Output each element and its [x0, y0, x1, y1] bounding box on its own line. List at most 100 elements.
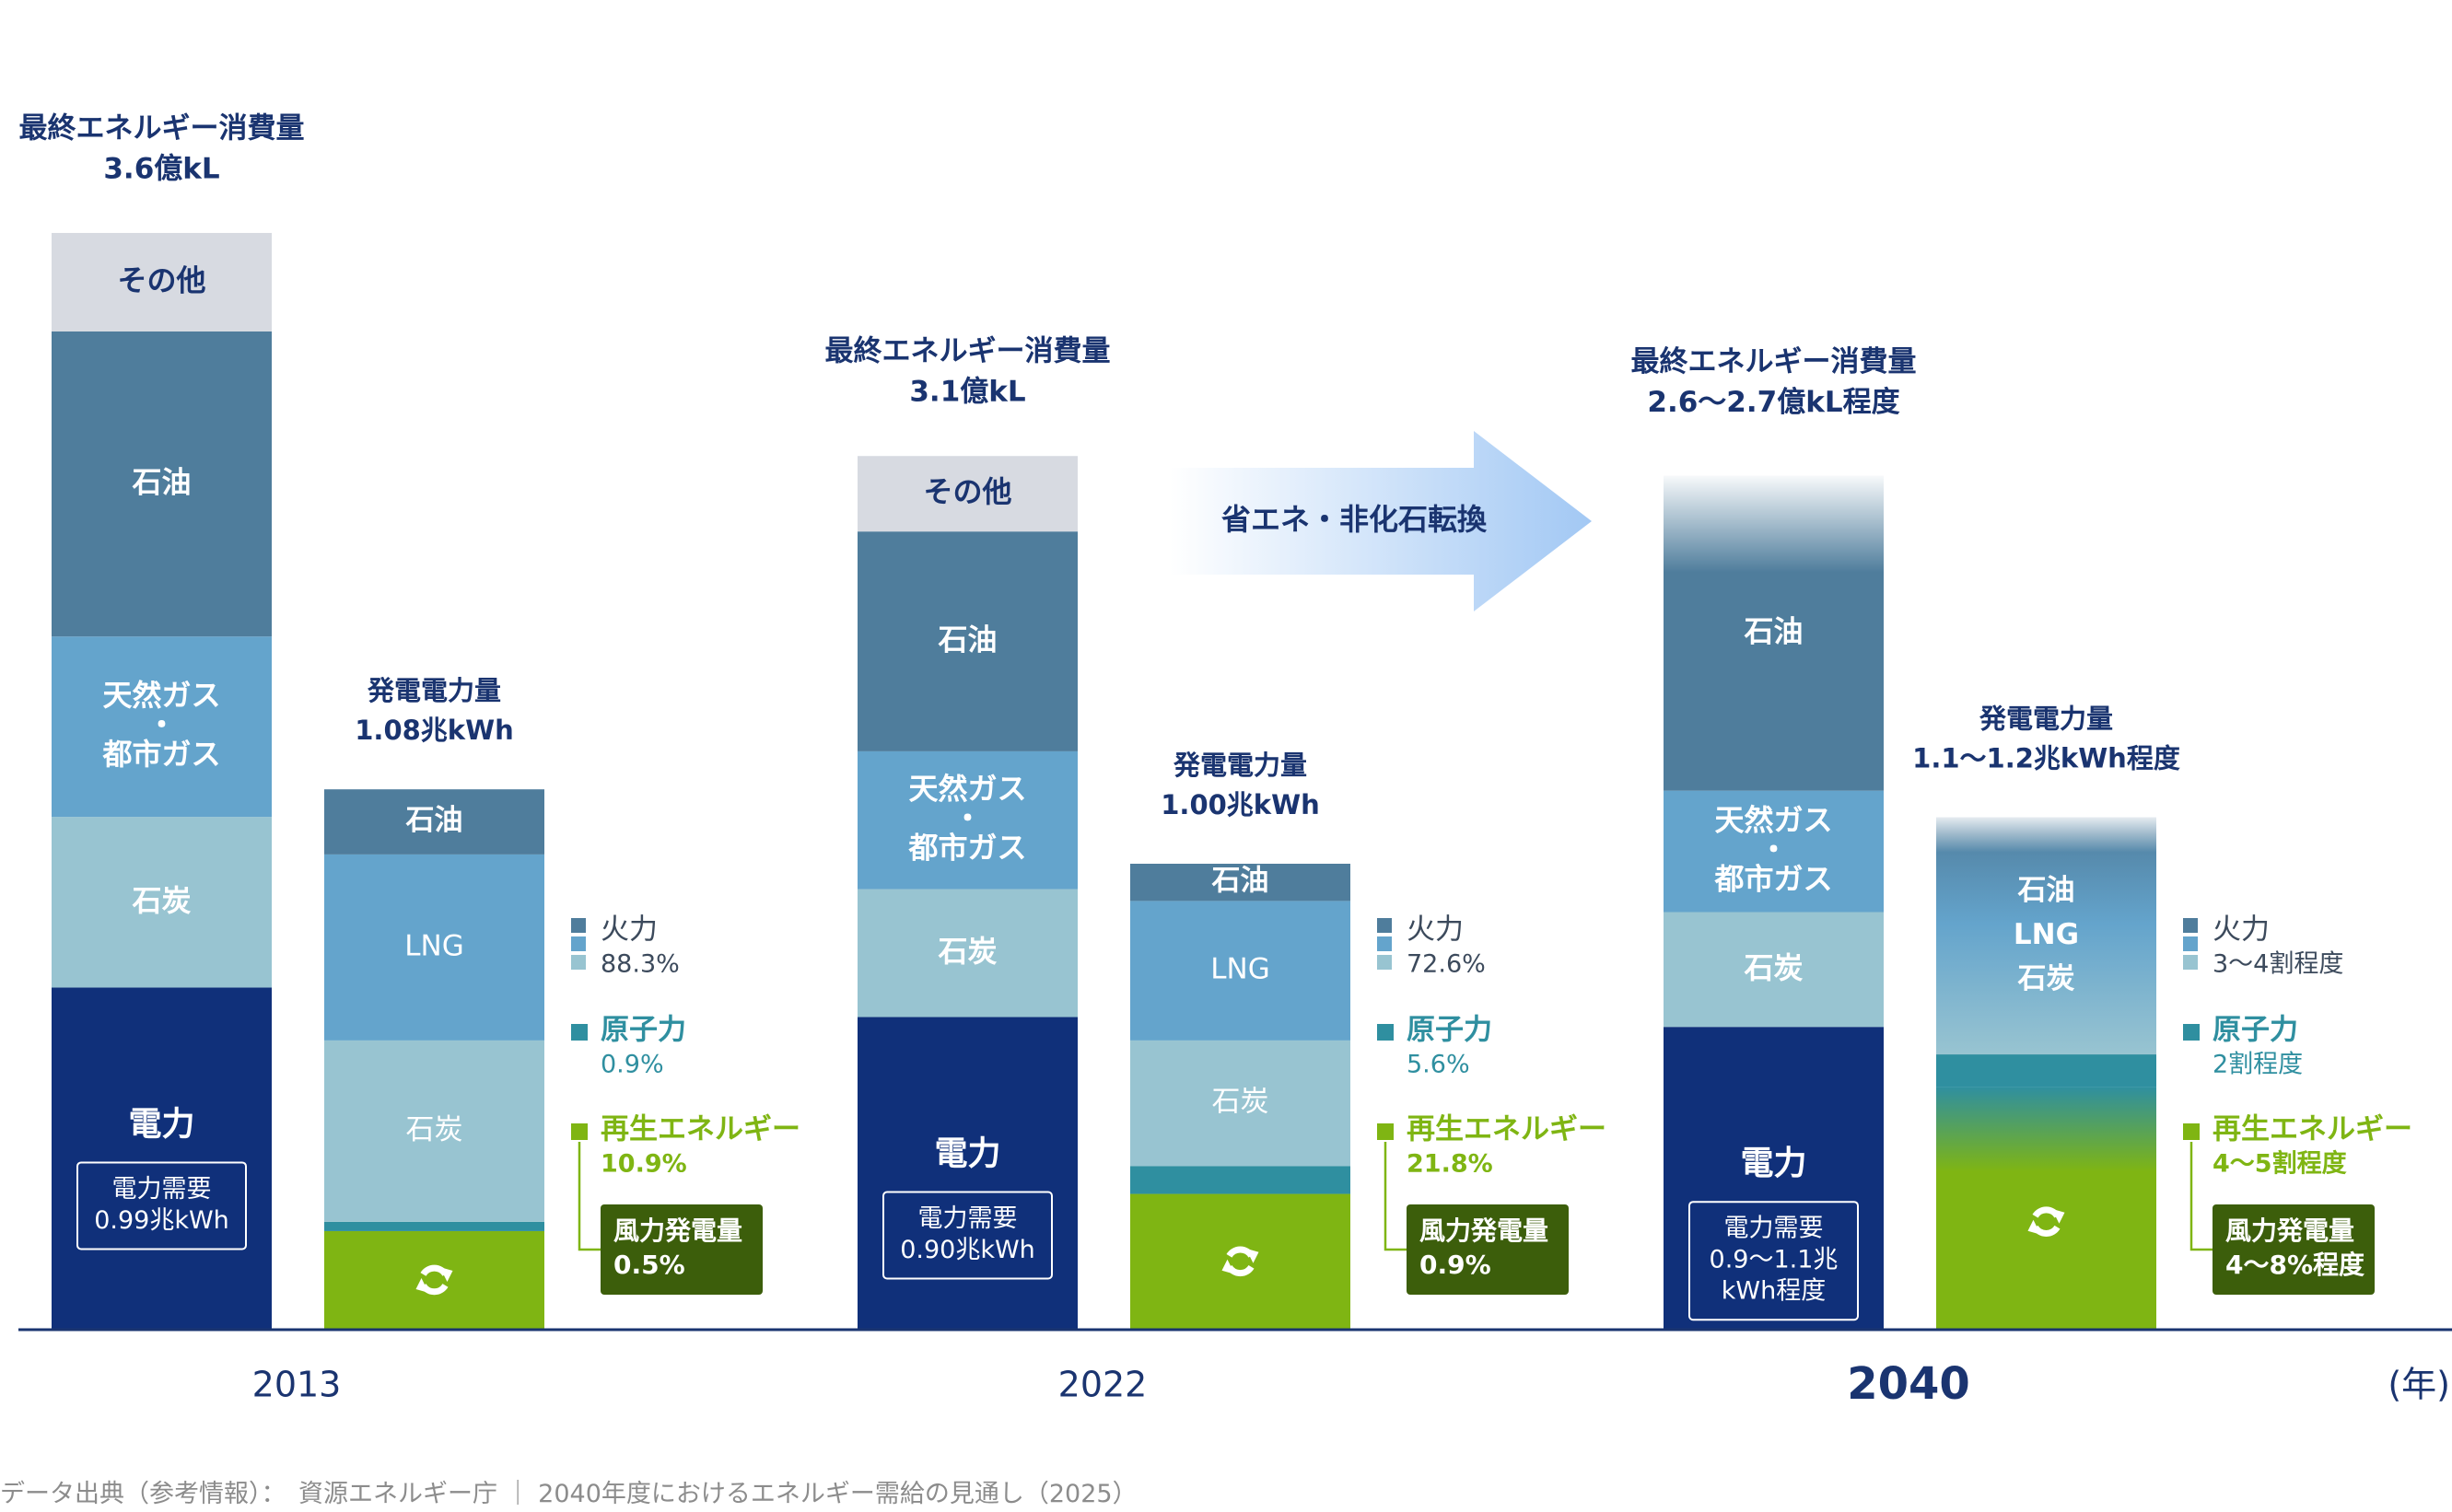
y2013-final-energy-label-other: その他	[117, 262, 205, 297]
y2040-legend-swatch-oil	[2183, 918, 2198, 933]
y2022-final-energy-bar-electricity	[858, 1017, 1078, 1329]
y2022-final-energy-label-gas-line-2: ・	[952, 801, 982, 836]
y2013-final-energy-label-gas-line-2: ・	[146, 707, 176, 742]
y2040-wind-box-title: 風力発電量	[2225, 1215, 2354, 1246]
y2040-year-label: 2040	[1847, 1358, 1970, 1410]
y2040-power-total: 1.1〜1.2兆kWh程度	[1912, 743, 2180, 774]
y2040-power-fade	[1936, 815, 2156, 853]
y2013-year-label: 2013	[252, 1365, 342, 1405]
y2013-legend-thermal-label: 火力	[601, 913, 658, 947]
y2022-legend-nuclear-value: 5.6%	[1407, 1051, 1470, 1079]
y2013-demand-box	[76, 1161, 247, 1250]
y2013-final-energy-bar-coal	[52, 817, 272, 988]
y2022-legend-swatch-nuclear	[1377, 1024, 1394, 1041]
y2013-demand-box-text-line-1: 電力需要	[112, 1175, 212, 1204]
y2013-power-bar-renewable	[324, 1230, 544, 1329]
y2040-legend-swatch-gas	[2183, 936, 2198, 951]
y2013-power-total: 1.08兆kWh	[355, 715, 513, 746]
y2022-recycle-icon	[1221, 1246, 1259, 1277]
y2040-final-energy-bar-gas	[1664, 790, 1884, 913]
y2022-power-label-gas: LNG	[1210, 953, 1269, 986]
y2022-power-title: 発電電力量	[1173, 750, 1307, 781]
y2022-final-energy-label-gas-line-3: 都市ガス	[907, 831, 1026, 866]
y2013-legend-swatch-oil	[571, 918, 586, 933]
y2040-power-bar-nuclear	[1936, 1054, 2156, 1087]
y2040-legend-nuclear-label: 原子力	[2213, 1014, 2298, 1047]
y2022-final-energy-title: 最終エネルギー消費量	[825, 335, 1111, 368]
y2040-final-energy-label-electricity: 電力	[1740, 1145, 1806, 1182]
y2040-final-energy-bar-coal	[1664, 912, 1884, 1028]
y2022-power-bar-renewable	[1130, 1193, 1350, 1329]
y2013-power-bar-oil	[324, 789, 544, 855]
y2013-legend-connector	[578, 1142, 601, 1251]
y2013-power-label-coal: 石炭	[406, 1113, 463, 1146]
y2022-final-energy-bar-gas	[858, 750, 1078, 890]
y2022-demand-box	[882, 1191, 1053, 1280]
arrow-shape	[1170, 431, 1592, 611]
recycle-head-right	[439, 1266, 453, 1282]
y2013-final-energy-title: 最終エネルギー消費量	[19, 111, 305, 145]
transition-arrow	[1170, 431, 1592, 611]
y2040-final-energy-label-oil: 石油	[1743, 614, 1803, 649]
y2013-legend-swatch-gas	[571, 936, 586, 951]
y2022-power-label-oil: 石油	[1211, 865, 1269, 898]
y2022-legend-swatch-gas	[1377, 936, 1392, 951]
y2040-power-bar-fossil	[1936, 817, 2156, 1055]
y2013-power-bar-nuclear	[324, 1221, 544, 1231]
y2022-power-total: 1.00兆kWh	[1161, 789, 1319, 820]
y2013-legend-swatch-renewable	[571, 1123, 588, 1140]
y2013-final-energy-bar-other	[52, 232, 272, 331]
y2013-final-energy-label-gas-line-3: 都市ガス	[101, 737, 220, 772]
y2040-demand-box-text-line-2: 0.9〜1.1兆	[1710, 1246, 1839, 1274]
y2022-final-energy-label-coal: 石炭	[937, 934, 997, 969]
recycle-head-left	[415, 1277, 429, 1293]
transition-label: 省エネ・非化石転換	[1221, 502, 1488, 537]
y2013-legend-nuclear-value: 0.9%	[601, 1051, 664, 1079]
recycle-head-left	[2027, 1219, 2041, 1235]
source-note: データ出典（参考情報）： 資源エネルギー庁 ｜ 2040年度におけるエネルギー需…	[0, 1480, 1138, 1508]
y2022-wind-box-value: 0.9%	[1419, 1250, 1491, 1280]
y2022-legend-swatch-coal	[1377, 955, 1392, 970]
y2013-demand-box-text-line-2: 0.99兆kWh	[94, 1206, 229, 1235]
y2040-legend-renewable-label: 再生エネルギー	[2213, 1113, 2412, 1146]
y2040-legend-swatch-renewable	[2183, 1123, 2200, 1140]
y2022-final-energy-bar-other	[858, 456, 1078, 532]
y2022-power-bar-nuclear	[1130, 1166, 1350, 1194]
y2022-power-bar-gas	[1130, 901, 1350, 1041]
y2013-legend-thermal-value: 88.3%	[601, 950, 680, 979]
recycle-head-left	[1221, 1259, 1235, 1274]
y2013-power-title: 発電電力量	[367, 675, 501, 706]
y2013-power-bar-gas	[324, 854, 544, 1041]
y2040-power-label-fossil-line-3: 石炭	[2017, 962, 2075, 995]
y2040-power-title: 発電電力量	[1979, 704, 2113, 735]
y2040-final-energy-label-coal: 石炭	[1743, 950, 1803, 985]
y2022-final-energy-label-electricity: 電力	[934, 1135, 1000, 1173]
y2040-legend-thermal-label: 火力	[2213, 913, 2270, 947]
y2013-final-energy-bar-oil	[52, 331, 272, 637]
y2022-power-bar-oil	[1130, 864, 1350, 901]
y2022-demand-box-text-line-2: 0.90兆kWh	[900, 1236, 1035, 1264]
y2040-final-energy-label-gas-line-2: ・	[1758, 832, 1788, 867]
y2022-legend-swatch-oil	[1377, 918, 1392, 933]
y2013-legend-swatch-nuclear	[571, 1024, 588, 1041]
y2013-final-energy-label-oil: 石油	[131, 465, 191, 500]
y2022-legend-thermal-label: 火力	[1407, 913, 1464, 947]
y2013-power-label-gas: LNG	[404, 929, 463, 962]
y2022-legend-thermal-value: 72.6%	[1407, 950, 1486, 979]
unit-label: (年)	[2388, 1365, 2450, 1405]
y2013-legend-nuclear-label: 原子力	[601, 1014, 686, 1047]
y2040-legend-thermal-value: 3〜4割程度	[2213, 950, 2343, 979]
y2013-final-energy-bar-gas	[52, 636, 272, 818]
y2022-legend-connector	[1384, 1142, 1407, 1251]
y2040-wind-box-value: 4〜8%程度	[2225, 1250, 2364, 1280]
y2022-legend-nuclear-label: 原子力	[1407, 1014, 1492, 1047]
y2040-final-energy-title: 最終エネルギー消費量	[1631, 345, 1917, 378]
y2022-final-energy-bar-oil	[858, 531, 1078, 751]
y2040-wind-box	[2213, 1204, 2375, 1295]
y2022-final-energy-label-other: その他	[923, 474, 1011, 509]
y2040-legend-renewable-value: 4〜5割程度	[2213, 1149, 2347, 1179]
recycle-head-right	[2051, 1208, 2065, 1224]
y2022-final-energy-bar-coal	[858, 889, 1078, 1018]
y2013-final-energy-label-coal: 石炭	[131, 883, 191, 918]
